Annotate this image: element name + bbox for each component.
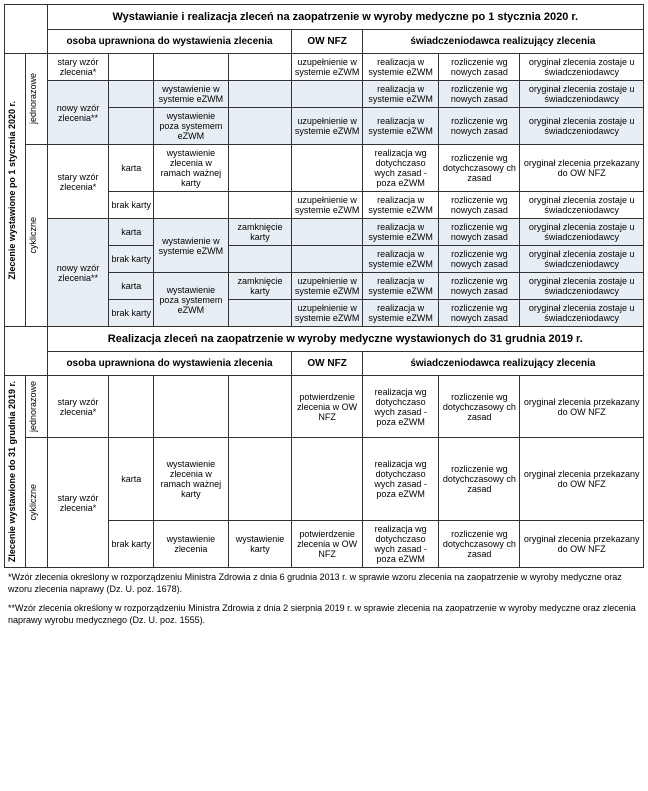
cell: rozliczenie wg nowych zasad <box>439 108 520 145</box>
cell: realizacja w systemie eZWM <box>362 219 439 246</box>
cell: oryginał zlecenia przekazany do OW NFZ <box>520 521 644 568</box>
cell: wystawienie poza systemem eZWM <box>154 108 229 145</box>
sub-jednorazowe-b: jednorazowe <box>28 379 38 434</box>
cell: oryginał zlecenia zostaje u świadczeniod… <box>520 300 644 327</box>
side-b: Zlecenie wystawione do 31 grudnia 2019 r… <box>7 379 17 564</box>
cell: oryginał zlecenia przekazany do OW NFZ <box>520 376 644 438</box>
hdr-colB2: OW NFZ <box>292 352 362 376</box>
cell: oryginał zlecenia zostaje u świadczeniod… <box>520 246 644 273</box>
cell: rozliczenie wg nowych zasad <box>439 300 520 327</box>
hdr-colA: osoba uprawniona do wystawienia zlecenia <box>47 30 292 54</box>
cell: stary wzór zlecenia* <box>47 54 109 81</box>
cell: realizacja wg dotychczaso wych zasad - p… <box>362 145 439 192</box>
cell: rozliczenie wg nowych zasad <box>439 273 520 300</box>
cell: wystawienie w systemie eZWM <box>154 219 229 273</box>
cell: oryginał zlecenia zostaje u świadczeniod… <box>520 273 644 300</box>
cell: wystawienie poza systemem eZWM <box>154 273 229 327</box>
cell: rozliczenie wg nowych zasad <box>439 246 520 273</box>
cell: realizacja w systemie eZWM <box>362 273 439 300</box>
cell: rozliczenie wg nowych zasad <box>439 54 520 81</box>
cell: realizacja w systemie eZWM <box>362 192 439 219</box>
footnote-1: *Wzór zlecenia określony w rozporządzeni… <box>4 568 644 599</box>
hdr-colA2: osoba uprawniona do wystawienia zlecenia <box>47 352 292 376</box>
cell: oryginał zlecenia zostaje u świadczeniod… <box>520 219 644 246</box>
footnote-2: **Wzór zlecenia określony w rozporządzen… <box>4 599 644 630</box>
cell: rozliczenie wg dotychczasowy ch zasad <box>439 145 520 192</box>
cell: rozliczenie wg dotychczasowy ch zasad <box>439 521 520 568</box>
cell: wystawienie zlecenia w ramach ważnej kar… <box>154 145 229 192</box>
cell: karta <box>109 219 154 246</box>
cell: nowy wzór zlecenia** <box>47 81 109 145</box>
cell: potwierdzenie zlecenia w OW NFZ <box>292 521 362 568</box>
cell: uzupełnienie w systemie eZWM <box>292 273 362 300</box>
cell: karta <box>109 273 154 300</box>
cell: wystawienie karty <box>228 521 292 568</box>
cell: oryginał zlecenia zostaje u świadczeniod… <box>520 192 644 219</box>
cell: rozliczenie wg dotychczasowy ch zasad <box>439 376 520 438</box>
hdr-colB: OW NFZ <box>292 30 362 54</box>
cell: stary wzór zlecenia* <box>47 145 109 219</box>
cell: realizacja w systemie eZWM <box>362 300 439 327</box>
cell: uzupełnienie w systemie eZWM <box>292 54 362 81</box>
cell: stary wzór zlecenia* <box>47 376 109 438</box>
cell: realizacja wg dotychczaso wych zasad - p… <box>362 438 439 521</box>
sub-cykliczne-a: cykliczne <box>28 215 38 256</box>
cell: wystawienie zlecenia <box>154 521 229 568</box>
cell: oryginał zlecenia zostaje u świadczeniod… <box>520 81 644 108</box>
hdr-colC: świadczeniodawca realizujący zlecenia <box>362 30 643 54</box>
cell: oryginał zlecenia przekazany do OW NFZ <box>520 438 644 521</box>
sub-jednorazowe-a: jednorazowe <box>28 71 38 126</box>
cell: uzupełnienie w systemie eZWM <box>292 192 362 219</box>
cell: uzupełnienie w systemie eZWM <box>292 108 362 145</box>
main-table: Wystawianie i realizacja zleceń na zaopa… <box>4 4 644 568</box>
cell: stary wzór zlecenia* <box>47 438 109 568</box>
cell: brak karty <box>109 521 154 568</box>
cell: realizacja w systemie eZWM <box>362 54 439 81</box>
title-bottom: Realizacja zleceń na zaopatrzenie w wyro… <box>47 327 643 352</box>
cell: nowy wzór zlecenia** <box>47 219 109 327</box>
title-top: Wystawianie i realizacja zleceń na zaopa… <box>47 5 643 30</box>
cell: zamknięcie karty <box>228 273 292 300</box>
cell: brak karty <box>109 246 154 273</box>
cell: realizacja w systemie eZWM <box>362 108 439 145</box>
cell: rozliczenie wg nowych zasad <box>439 219 520 246</box>
cell: brak karty <box>109 192 154 219</box>
cell: potwierdzenie zlecenia w OW NFZ <box>292 376 362 438</box>
side-a: Zlecenie wystawione po 1 stycznia 2020 r… <box>7 99 17 282</box>
cell: karta <box>109 145 154 192</box>
cell: realizacja wg dotychczaso wych zasad - p… <box>362 376 439 438</box>
cell: brak karty <box>109 300 154 327</box>
cell: oryginał zlecenia zostaje u świadczeniod… <box>520 108 644 145</box>
cell: rozliczenie wg nowych zasad <box>439 81 520 108</box>
cell: oryginał zlecenia zostaje u świadczeniod… <box>520 54 644 81</box>
sub-cykliczne-b: cykliczne <box>28 482 38 523</box>
cell: rozliczenie wg dotychczasowy ch zasad <box>439 438 520 521</box>
cell: zamknięcie karty <box>228 219 292 246</box>
cell: wystawienie zlecenia w ramach ważnej kar… <box>154 438 229 521</box>
cell: realizacja w systemie eZWM <box>362 81 439 108</box>
cell: realizacja w systemie eZWM <box>362 246 439 273</box>
cell: oryginał zlecenia przekazany do OW NFZ <box>520 145 644 192</box>
cell: realizacja wg dotychczaso wych zasad - p… <box>362 521 439 568</box>
hdr-colC2: świadczeniodawca realizujący zlecenia <box>362 352 643 376</box>
cell: uzupełnienie w systemie eZWM <box>292 300 362 327</box>
cell: karta <box>109 438 154 521</box>
cell: wystawienie w systemie eZWM <box>154 81 229 108</box>
cell: rozliczenie wg nowych zasad <box>439 192 520 219</box>
